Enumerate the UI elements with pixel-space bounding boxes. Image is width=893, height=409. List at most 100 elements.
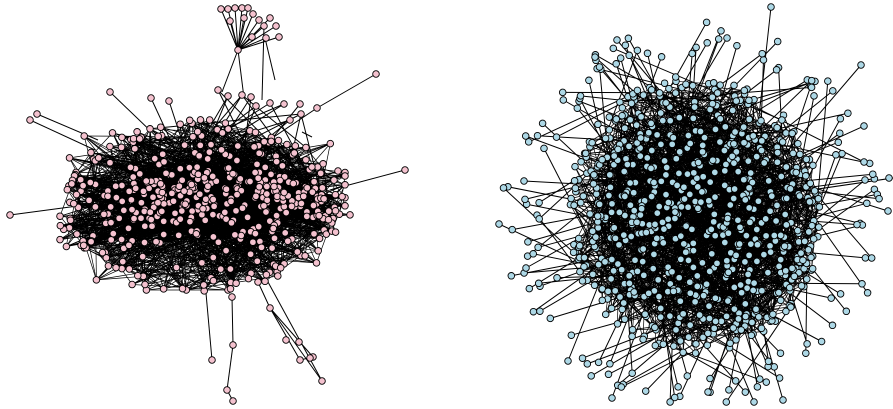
left-node	[200, 174, 209, 182]
left-node	[238, 204, 247, 212]
left-node	[243, 213, 252, 222]
left-node	[224, 92, 232, 100]
left-node	[136, 170, 144, 178]
left-node	[117, 143, 126, 152]
left-node	[227, 197, 235, 206]
left-node	[303, 212, 311, 221]
left-node	[26, 116, 34, 124]
left-node	[159, 285, 168, 293]
left-node	[160, 158, 168, 166]
left-node	[308, 188, 317, 196]
left-node	[401, 166, 409, 174]
left-node	[115, 214, 123, 223]
left-node	[198, 210, 206, 219]
left-node	[261, 277, 269, 286]
left-node	[56, 221, 65, 230]
left-node	[62, 242, 71, 251]
left-edge	[237, 25, 277, 51]
left-node	[111, 182, 120, 190]
left-node	[296, 356, 304, 364]
left-node	[252, 192, 260, 201]
left-node	[178, 284, 187, 293]
left-node	[108, 129, 117, 137]
left-node	[129, 134, 138, 143]
left-node	[341, 181, 349, 189]
left-node	[324, 215, 333, 224]
left-edge	[237, 17, 245, 51]
left-node	[254, 174, 262, 182]
left-node	[266, 217, 274, 225]
left-edge	[84, 247, 144, 277]
left-edge	[237, 19, 260, 51]
left-node	[104, 262, 113, 270]
left-node	[254, 222, 263, 231]
left-node	[240, 14, 248, 22]
left-node	[119, 257, 127, 266]
left-node	[293, 248, 302, 256]
left-node	[284, 237, 292, 245]
left-edge	[301, 131, 313, 138]
left-node	[168, 189, 176, 198]
left-node	[301, 252, 309, 260]
right-edge	[729, 268, 813, 349]
left-node	[234, 142, 242, 150]
left-edge	[163, 234, 205, 286]
left-node	[87, 148, 95, 157]
left-edge	[128, 196, 210, 229]
left-node	[180, 141, 189, 149]
left-node	[194, 170, 203, 179]
right-edge	[623, 296, 660, 304]
left-node	[286, 116, 294, 124]
left-node	[137, 198, 146, 207]
left-node	[261, 163, 269, 172]
left-node	[104, 192, 112, 200]
left-node	[106, 142, 114, 151]
left-node	[291, 142, 300, 150]
left-node	[267, 170, 275, 179]
left-node	[205, 116, 214, 124]
left-node	[214, 238, 223, 246]
left-node	[334, 167, 342, 175]
left-node	[260, 137, 268, 146]
left-node	[158, 188, 167, 197]
right-edge	[593, 142, 745, 176]
left-node	[142, 177, 151, 185]
left-node	[139, 187, 148, 196]
left-node	[282, 336, 290, 344]
left-node	[159, 217, 168, 226]
left-node	[266, 14, 274, 22]
left-edge	[234, 7, 239, 51]
left-node	[207, 140, 215, 149]
left-node	[209, 276, 218, 285]
left-node	[158, 207, 166, 216]
left-node	[204, 182, 212, 190]
left-edge	[196, 113, 302, 168]
left-node	[73, 230, 81, 238]
left-node	[231, 231, 239, 239]
left-node	[250, 143, 258, 151]
left-node	[338, 192, 346, 201]
left-node	[372, 70, 380, 78]
left-edge	[316, 73, 377, 109]
left-node	[255, 149, 263, 157]
left-node	[159, 230, 168, 239]
left-node	[331, 207, 340, 215]
left-node	[280, 188, 288, 197]
left-node	[118, 197, 126, 206]
left-network-nodes	[6, 4, 409, 405]
left-node	[137, 214, 145, 222]
left-edge	[240, 141, 272, 180]
left-node	[66, 216, 75, 224]
left-node	[203, 155, 212, 163]
left-node	[248, 33, 256, 41]
left-node	[253, 257, 262, 265]
left-node	[100, 210, 108, 219]
left-node	[178, 176, 186, 184]
left-node	[310, 177, 318, 186]
left-node	[226, 17, 234, 25]
left-node	[176, 120, 184, 128]
left-node	[160, 200, 168, 208]
left-node	[80, 132, 88, 140]
left-node	[172, 263, 181, 272]
left-edge	[217, 129, 296, 147]
